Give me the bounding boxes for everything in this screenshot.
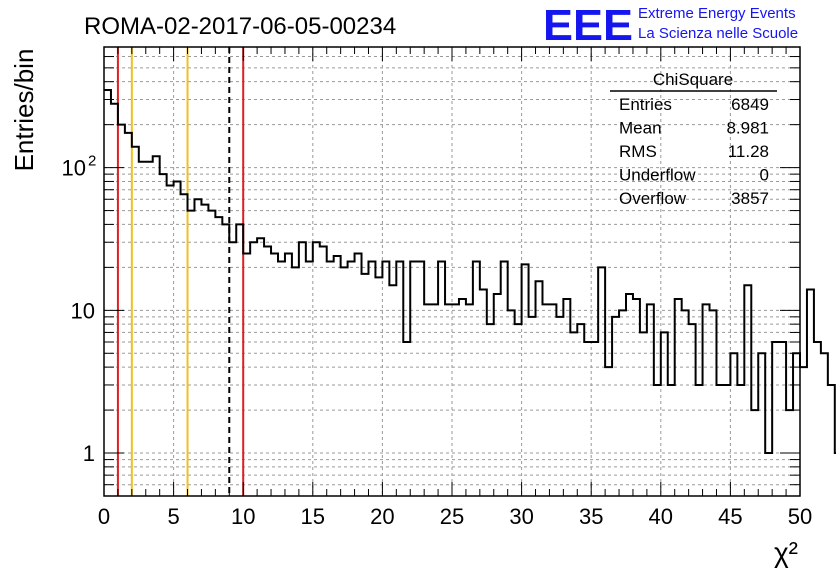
stats-label: Overflow: [619, 189, 687, 208]
logo-line2: La Scienza nelle Scuole: [638, 25, 798, 42]
x-tick-label: 15: [301, 504, 325, 529]
x-tick-label: 35: [579, 504, 603, 529]
histogram-outline: [104, 88, 836, 455]
y-tick-label: 1: [83, 441, 95, 466]
y-axis-label: Entries/bin: [9, 49, 39, 172]
x-tick-label: 0: [98, 504, 110, 529]
x-tick-label: 40: [649, 504, 673, 529]
y-tick-exponent: 2: [88, 153, 96, 170]
stats-value: 8.981: [726, 119, 769, 138]
x-tick-label: 5: [167, 504, 179, 529]
x-tick-label: 20: [370, 504, 394, 529]
chart-title: ROMA-02-2017-06-05-00234: [84, 13, 396, 40]
stats-value: 6849: [731, 95, 769, 114]
stats-label: Underflow: [619, 166, 696, 185]
logo-line1: Extreme Energy Events: [638, 5, 796, 22]
axis-ticks: [103, 46, 801, 497]
x-tick-label: 10: [231, 504, 255, 529]
stats-label: Entries: [619, 95, 672, 114]
y-tick-label: 10: [71, 298, 95, 323]
x-tick-label: 25: [440, 504, 464, 529]
stats-value: 0: [760, 166, 769, 185]
plot-frame: [103, 46, 801, 497]
stats-value: 3857: [731, 189, 769, 208]
x-tick-label: 30: [509, 504, 533, 529]
x-axis-label: χ²: [774, 537, 798, 568]
x-tick-label: 50: [788, 504, 812, 529]
stats-value: 11.28: [728, 142, 769, 161]
logo-mark: EEE: [543, 1, 633, 50]
stats-box: ChiSquare Entries 6849 Mean 8.981 RMS 11.28 Un…: [610, 70, 777, 208]
y-tick-label: 10: [62, 156, 86, 181]
stats-title: ChiSquare: [653, 70, 733, 89]
stats-label: RMS: [619, 142, 657, 161]
cut-lines: [116, 47, 245, 496]
eee-logo: EEE Extreme Energy Events La Scienza nel…: [543, 1, 798, 50]
stats-label: Mean: [619, 119, 662, 138]
x-tick-label: 45: [718, 504, 742, 529]
